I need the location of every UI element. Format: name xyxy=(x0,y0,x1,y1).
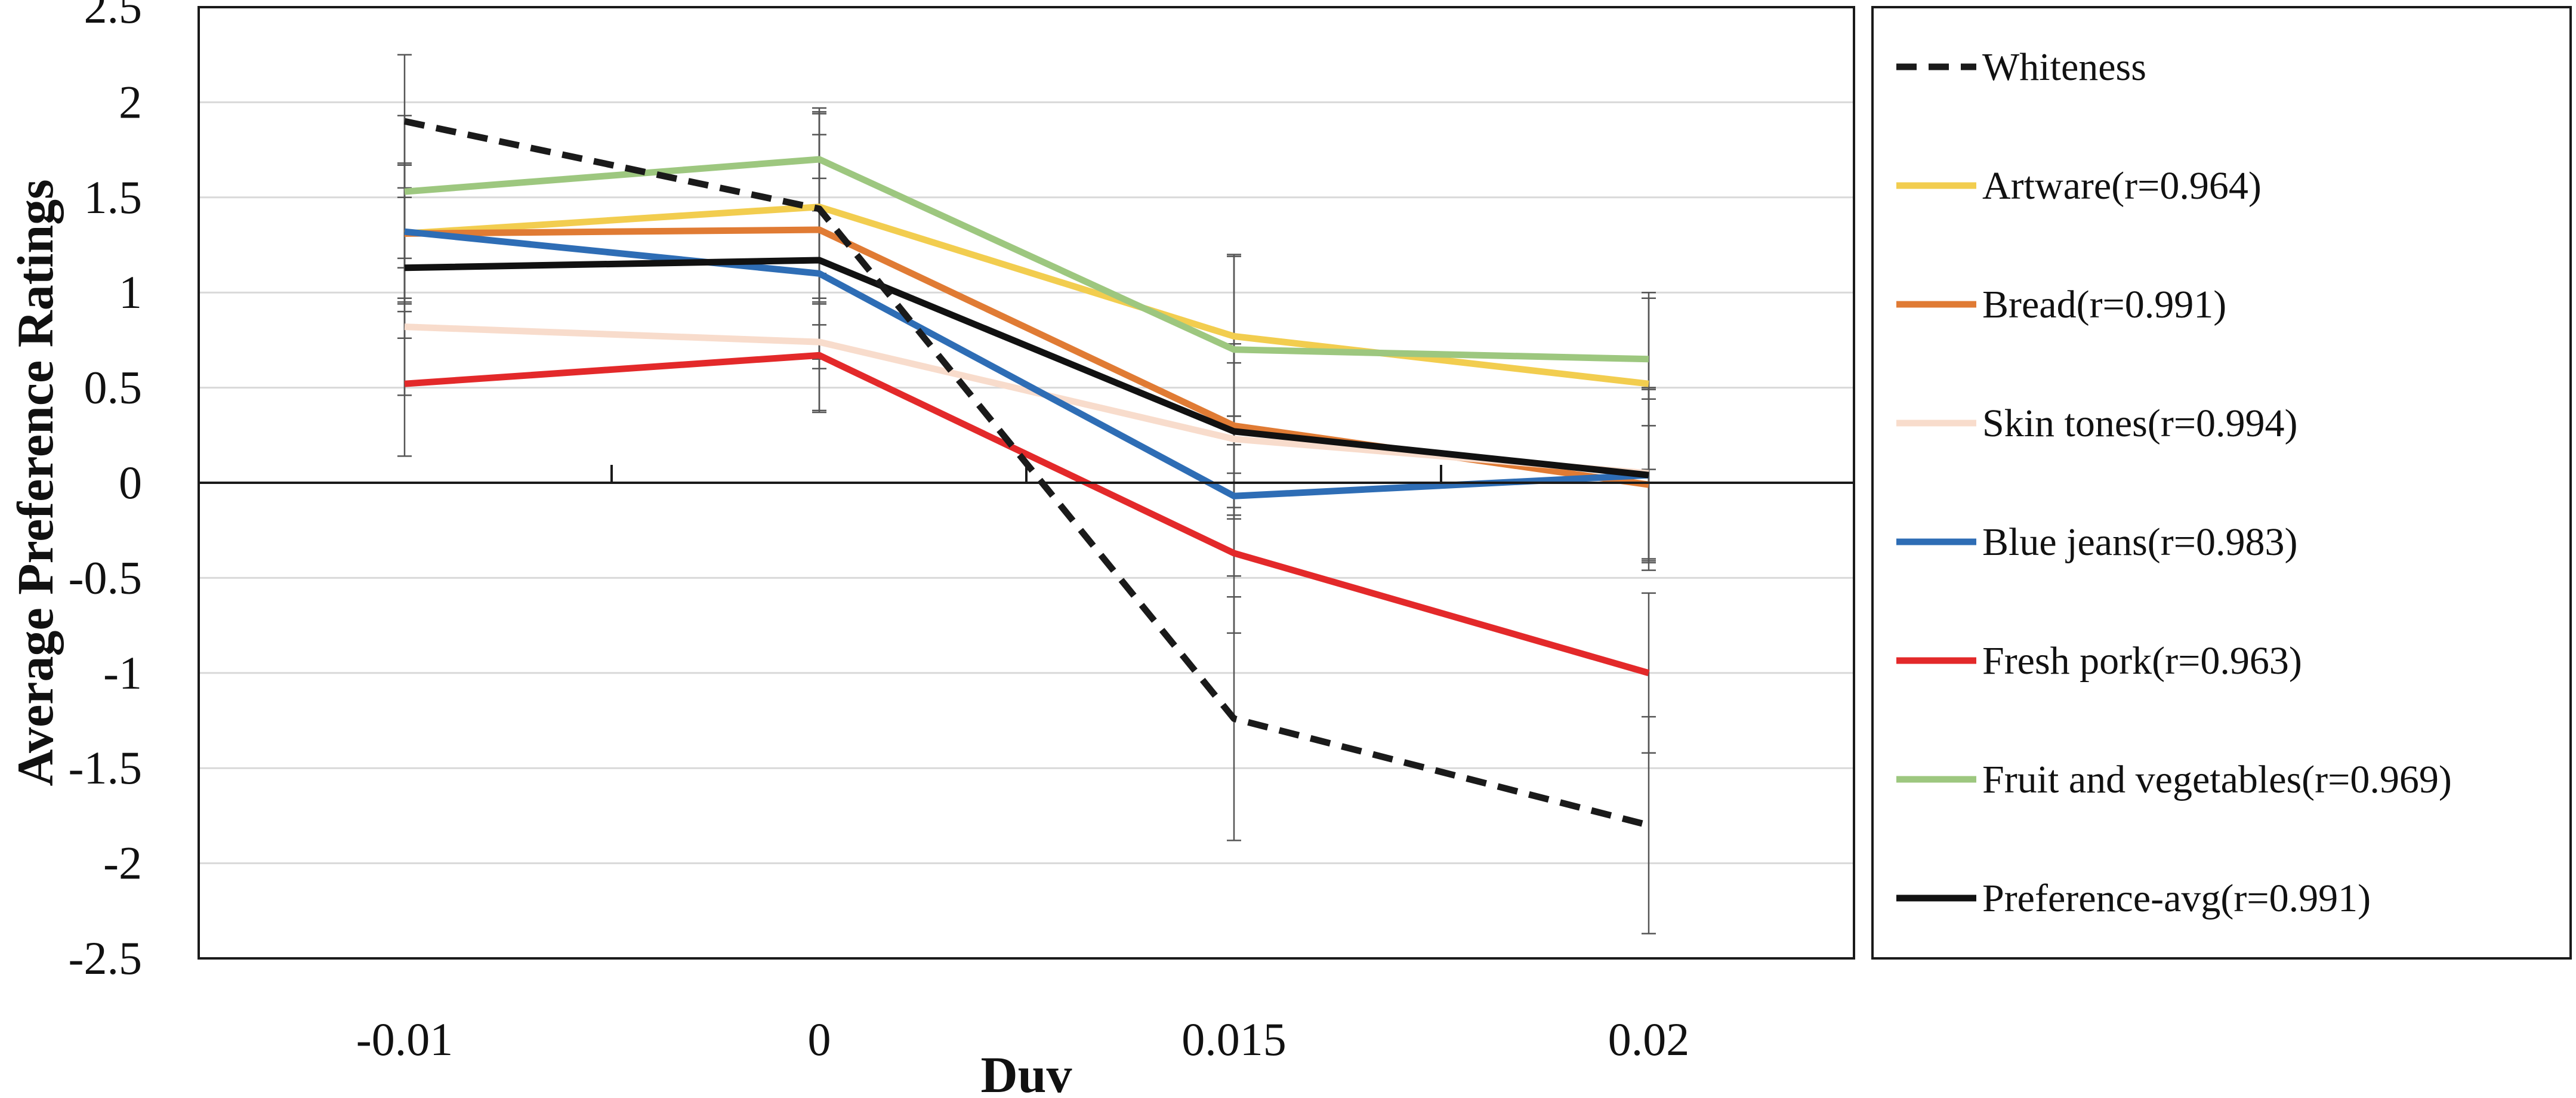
legend-box xyxy=(1871,6,2572,960)
legend-label: Whiteness xyxy=(1982,45,2146,89)
y-tick-label: 1 xyxy=(119,266,142,318)
series-line-0 xyxy=(403,118,1650,829)
legend-label: Preference-avg(r=0.991) xyxy=(1982,877,2371,920)
x-axis-title: Duv xyxy=(981,1046,1072,1098)
x-axis-ticks: -0.01 0 0.015 0.02 xyxy=(356,1013,1689,1065)
legend-label: Bread(r=0.991) xyxy=(1982,283,2226,326)
legend-label: Fresh pork(r=0.963) xyxy=(1982,639,2302,683)
y-tick-label: -2.5 xyxy=(69,932,142,984)
x-tick-label: -0.01 xyxy=(356,1013,453,1065)
y-tick-label: -2 xyxy=(103,837,142,889)
y-tick-label: 2 xyxy=(119,76,142,128)
legend-label: Blue jeans(r=0.983) xyxy=(1982,520,2297,564)
x-tick-label: 0 xyxy=(808,1013,831,1065)
legend: Whiteness Artware(r=0.964) Bread(r=0.991) S… xyxy=(1871,6,2572,960)
series-lines xyxy=(403,118,1650,829)
series-line-4 xyxy=(404,228,1649,499)
axes xyxy=(198,6,1855,960)
x-tick-label: 0.015 xyxy=(1181,1013,1287,1065)
y-tick-label: 0 xyxy=(119,457,142,508)
y-tick-label: -1 xyxy=(103,647,142,699)
series-line-5 xyxy=(404,351,1650,677)
y-axis-ticks: 2.5 2 1.5 1 0.5 0 -0.5 -1 -1.5 -2 -2.5 xyxy=(69,0,142,984)
y-tick-label: -0.5 xyxy=(69,551,142,603)
series-line-1 xyxy=(404,203,1649,387)
y-tick-label: 1.5 xyxy=(84,171,143,223)
x-tick-label: 0.02 xyxy=(1608,1013,1690,1065)
gridlines xyxy=(199,101,1854,865)
y-tick-label: 0.5 xyxy=(84,362,143,414)
series-line-7 xyxy=(404,257,1649,479)
legend-label: Artware(r=0.964) xyxy=(1982,164,2262,208)
y-tick-label: -1.5 xyxy=(69,742,142,794)
series-line-6 xyxy=(404,156,1649,363)
y-tick-label: 2.5 xyxy=(84,0,143,33)
legend-label: Skin tones(r=0.994) xyxy=(1982,402,2298,445)
legend-label: Fruit and vegetables(r=0.969) xyxy=(1982,758,2452,801)
y-axis-title: Average Preference Ratings xyxy=(7,179,64,786)
